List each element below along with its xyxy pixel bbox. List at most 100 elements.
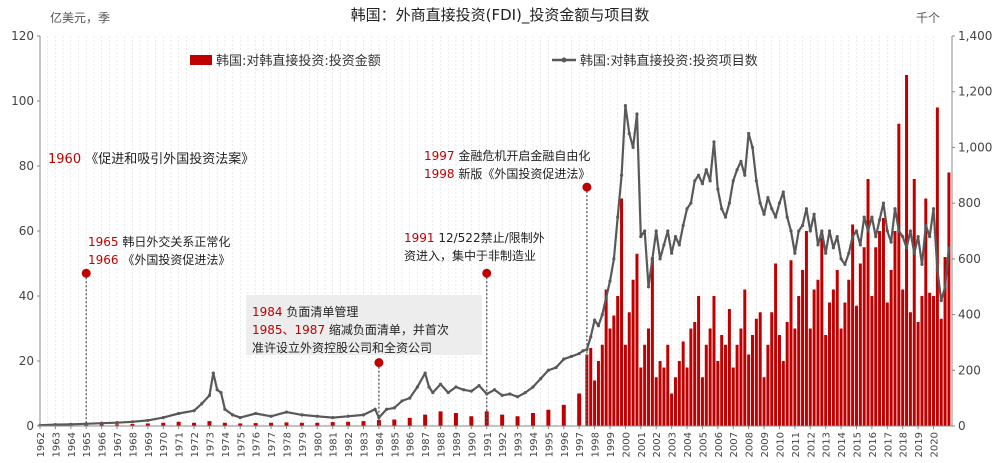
line-point: [589, 335, 593, 339]
bar: [639, 367, 643, 426]
line-point: [847, 251, 851, 255]
x-tick-label: 1988: [437, 432, 448, 457]
line-point: [346, 414, 350, 418]
bar: [851, 224, 855, 426]
line-point: [585, 347, 589, 351]
x-tick-label: 2001: [637, 432, 648, 457]
line-point: [315, 414, 319, 418]
bar: [916, 322, 920, 426]
bar: [854, 305, 858, 426]
line-point: [870, 215, 874, 219]
x-tick-label: 1993: [514, 432, 525, 457]
line-point: [677, 243, 681, 247]
annotation-line: 准许设立外资控股公司和全资公司: [252, 340, 432, 355]
left-tick-label: 80: [19, 159, 34, 173]
x-tick-label: 1980: [313, 432, 324, 457]
line-point: [851, 234, 855, 239]
bar: [176, 421, 181, 426]
line-point: [777, 201, 782, 205]
bar: [593, 380, 597, 426]
line-point: [596, 324, 601, 328]
left-tick-label: 0: [26, 419, 34, 433]
bar: [839, 328, 843, 426]
line-point: [230, 413, 235, 417]
x-tick-label: 1971: [175, 432, 186, 457]
line-point: [223, 407, 227, 411]
line-point: [862, 215, 866, 219]
line-point: [269, 414, 273, 418]
bar: [774, 263, 778, 426]
line-point: [146, 418, 150, 423]
bar: [727, 309, 731, 426]
bar: [797, 296, 801, 426]
bar: [770, 312, 774, 426]
line-point: [793, 251, 797, 255]
bar: [724, 344, 728, 426]
line-point: [839, 257, 843, 261]
annotation-text: 准许设立外资控股公司和全资公司: [252, 340, 432, 355]
line-point: [454, 385, 458, 389]
line-point: [211, 371, 215, 375]
x-tick-label: 1989: [452, 432, 463, 457]
bar: [693, 322, 697, 426]
annotation-marker: [374, 358, 384, 368]
bar: [361, 421, 366, 426]
bar: [643, 344, 647, 426]
line-point: [739, 159, 743, 163]
annotation-text: 负面清单管理: [286, 304, 358, 319]
line-point: [743, 173, 747, 177]
legend: 韩国:对韩直接投资:投资金额 韩国:对韩直接投资:投资项目数: [190, 53, 758, 69]
line-point: [727, 201, 731, 205]
line-point: [835, 234, 839, 239]
bar: [720, 335, 724, 426]
line-point: [912, 251, 916, 255]
line-point: [392, 406, 396, 410]
x-tick-label: 2008: [745, 432, 756, 457]
line-point: [200, 402, 204, 406]
bar: [939, 318, 943, 426]
bar: [346, 421, 351, 426]
x-tick-label: 2016: [868, 432, 879, 457]
line-point: [423, 371, 427, 375]
bar: [161, 422, 166, 426]
x-tick-label: 1972: [190, 432, 201, 457]
x-tick-label: 1986: [406, 432, 417, 457]
line-point: [758, 201, 762, 205]
line-point: [874, 234, 878, 239]
left-tick-label: 120: [11, 29, 34, 43]
annotation-marker: [582, 182, 592, 192]
left-tick-label: 60: [19, 224, 34, 238]
bar: [816, 279, 820, 426]
bar: [731, 367, 735, 426]
x-tick-label: 1995: [544, 432, 555, 457]
x-tick-label: 1987: [421, 432, 432, 457]
bar: [908, 312, 912, 426]
bar: [284, 422, 289, 426]
annotation-year: 1985、1987: [252, 323, 329, 337]
bar: [596, 361, 600, 426]
bar: [673, 377, 677, 426]
x-tick-label: 1996: [560, 432, 571, 457]
annotation-year: 1997: [424, 149, 458, 163]
line-point: [866, 229, 870, 233]
left-tick-label: 100: [11, 94, 34, 108]
line-point: [750, 145, 755, 150]
annotation-text: 《外国投资促进法》: [122, 252, 230, 267]
line-point: [539, 377, 543, 381]
x-tick-label: 1981: [329, 432, 340, 457]
line-point: [438, 382, 443, 386]
line-point: [931, 207, 936, 211]
annotation-line: 资进入，集中于非制造业: [404, 248, 536, 263]
bar: [920, 296, 924, 426]
annotation-line: 1960 《促进和吸引外国投资法案》: [48, 151, 254, 167]
bar: [932, 296, 936, 426]
right-tick-label: 1,400: [958, 29, 992, 43]
annotation-year: 1984: [252, 305, 286, 319]
bar: [635, 253, 639, 426]
bar: [843, 302, 847, 426]
line-point: [616, 215, 620, 219]
annotation-line: 1966 《外国投资促进法》: [88, 252, 230, 267]
bar: [874, 247, 878, 426]
bar: [438, 411, 443, 426]
legend-bar-swatch: [190, 55, 212, 65]
